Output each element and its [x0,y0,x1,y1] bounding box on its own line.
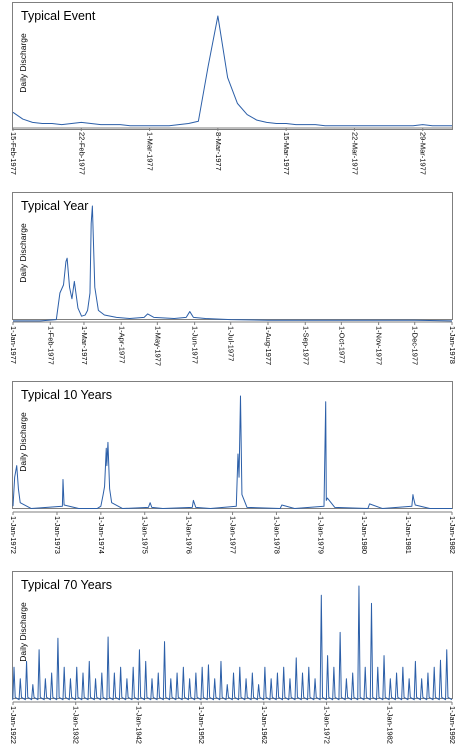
x-tick-label: 22-Mar-1977 [350,132,359,175]
x-tick-label: 1-Jan-1972 [9,516,18,554]
x-tick-label: 1-Mar-1977 [80,326,89,365]
x-tick-label: 1-Jan-1977 [9,326,18,364]
x-tick-label: 1-Jan-1978 [448,326,456,364]
x-tick-label: 1-Jan-1952 [197,706,206,744]
chart-panel-event: Typical Event Daily Discharge [12,2,453,130]
x-tick-label: 1-Jan-1992 [448,706,456,744]
x-tick-label: 1-Jan-1973 [53,516,62,554]
x-tick-label: 1-Oct-1977 [337,326,346,364]
x-tick-label: 1-Mar-1977 [146,132,155,171]
x-tick-label: 1-Apr-1977 [117,326,126,364]
x-tick-label: 1-Dec-1977 [411,326,420,365]
x-tick-label: 1-Jan-1972 [323,706,332,744]
x-tick-label: 15-Mar-1977 [282,132,291,175]
x-tick-label: 15-Feb-1977 [9,132,18,175]
x-tick-label: 1-Jan-1980 [360,516,369,554]
x-tick-label: 1-Jan-1982 [385,706,394,744]
x-tick-label: 1-Jan-1942 [134,706,143,744]
x-tick-label: 1-Jan-1978 [272,516,281,554]
series-line [12,395,452,510]
x-tick-label: 1-Jan-1922 [9,706,18,744]
chart-title: Typical Event [21,9,96,23]
series-line [13,205,453,322]
series-line [12,585,453,701]
x-tick-label: 1-Jan-1976 [185,516,194,554]
x-tick-label: 1-Feb-1977 [46,326,55,365]
x-tick-label: 1-Jan-1932 [72,706,81,744]
x-tick-label: 1-Jan-1979 [316,516,325,554]
x-tick-label: 1-Aug-1977 [264,326,273,365]
x-tick-label: 1-Sep-1977 [301,326,310,365]
chart-title: Typical 70 Years [21,578,113,592]
x-tick-label: 1-Jan-1974 [97,516,106,554]
x-tick-label: 22-Feb-1977 [77,132,86,175]
series-line [12,15,452,127]
chart-panel-10-years: Typical 10 Years Daily Discharge [12,381,453,509]
x-tick-label: 1-May-1977 [153,326,162,366]
x-tick-label: 1-Jun-1977 [191,326,200,364]
x-tick-label: 1-Jan-1981 [404,516,413,554]
chart-title: Typical 10 Years [21,388,113,402]
x-tick-label: 29-Mar-1977 [419,132,428,175]
x-tick-label: 1-Jan-1975 [141,516,150,554]
chart-panel-year: Typical Year Daily Discharge [12,192,453,320]
x-tick-label: 1-Nov-1977 [375,326,384,365]
x-tick-label: 8-Mar-1977 [214,132,223,171]
x-tick-label: 1-Jul-1977 [227,326,236,361]
x-tick-label: 1-Jan-1977 [229,516,238,554]
chart-title: Typical Year [21,199,89,213]
x-tick-label: 1-Jan-1962 [260,706,269,744]
x-tick-label: 1-Jan-1982 [448,516,456,554]
